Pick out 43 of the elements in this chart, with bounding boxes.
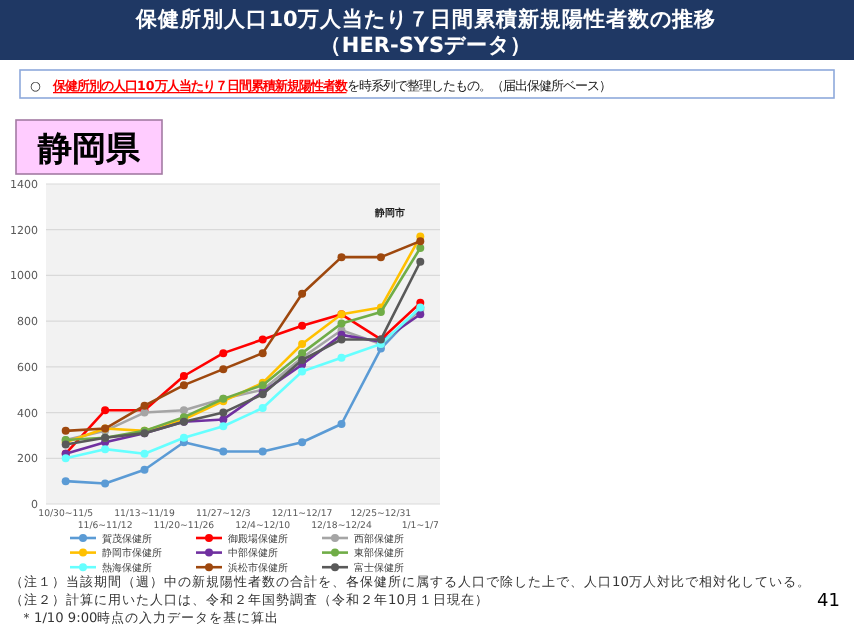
point (258, 335, 267, 344)
point (61, 477, 70, 486)
point (61, 426, 70, 435)
point (376, 253, 385, 262)
point (179, 406, 188, 415)
point (179, 433, 188, 442)
point (258, 404, 267, 412)
point (101, 445, 110, 454)
point (101, 479, 110, 488)
point (61, 454, 70, 463)
point (376, 308, 385, 316)
point (416, 244, 425, 252)
point (337, 420, 346, 428)
point (219, 415, 228, 424)
point (140, 401, 149, 410)
point (298, 289, 307, 298)
point (416, 237, 425, 246)
point (298, 340, 307, 348)
point (258, 349, 267, 358)
point (179, 381, 188, 390)
point (219, 365, 228, 374)
point (101, 406, 110, 415)
point (258, 447, 267, 456)
point (337, 253, 346, 262)
point (337, 335, 346, 344)
chart-title: 保健所別人口10万人当たり７日間累積新規陽性者数の推移 (134, 6, 716, 32)
text: 41 (817, 592, 840, 612)
point (337, 319, 346, 328)
point (416, 310, 425, 319)
text: 静岡県 (36, 130, 142, 170)
point (416, 257, 425, 266)
point (298, 438, 307, 447)
point (219, 422, 228, 431)
point (219, 349, 228, 358)
point (140, 465, 149, 474)
point (140, 449, 149, 458)
point (219, 447, 228, 456)
point (298, 321, 307, 330)
point (219, 408, 228, 417)
point (298, 367, 307, 376)
point (179, 372, 188, 380)
chart-subtitle: （HER-SYSデータ） (319, 34, 533, 58)
point (337, 353, 346, 362)
